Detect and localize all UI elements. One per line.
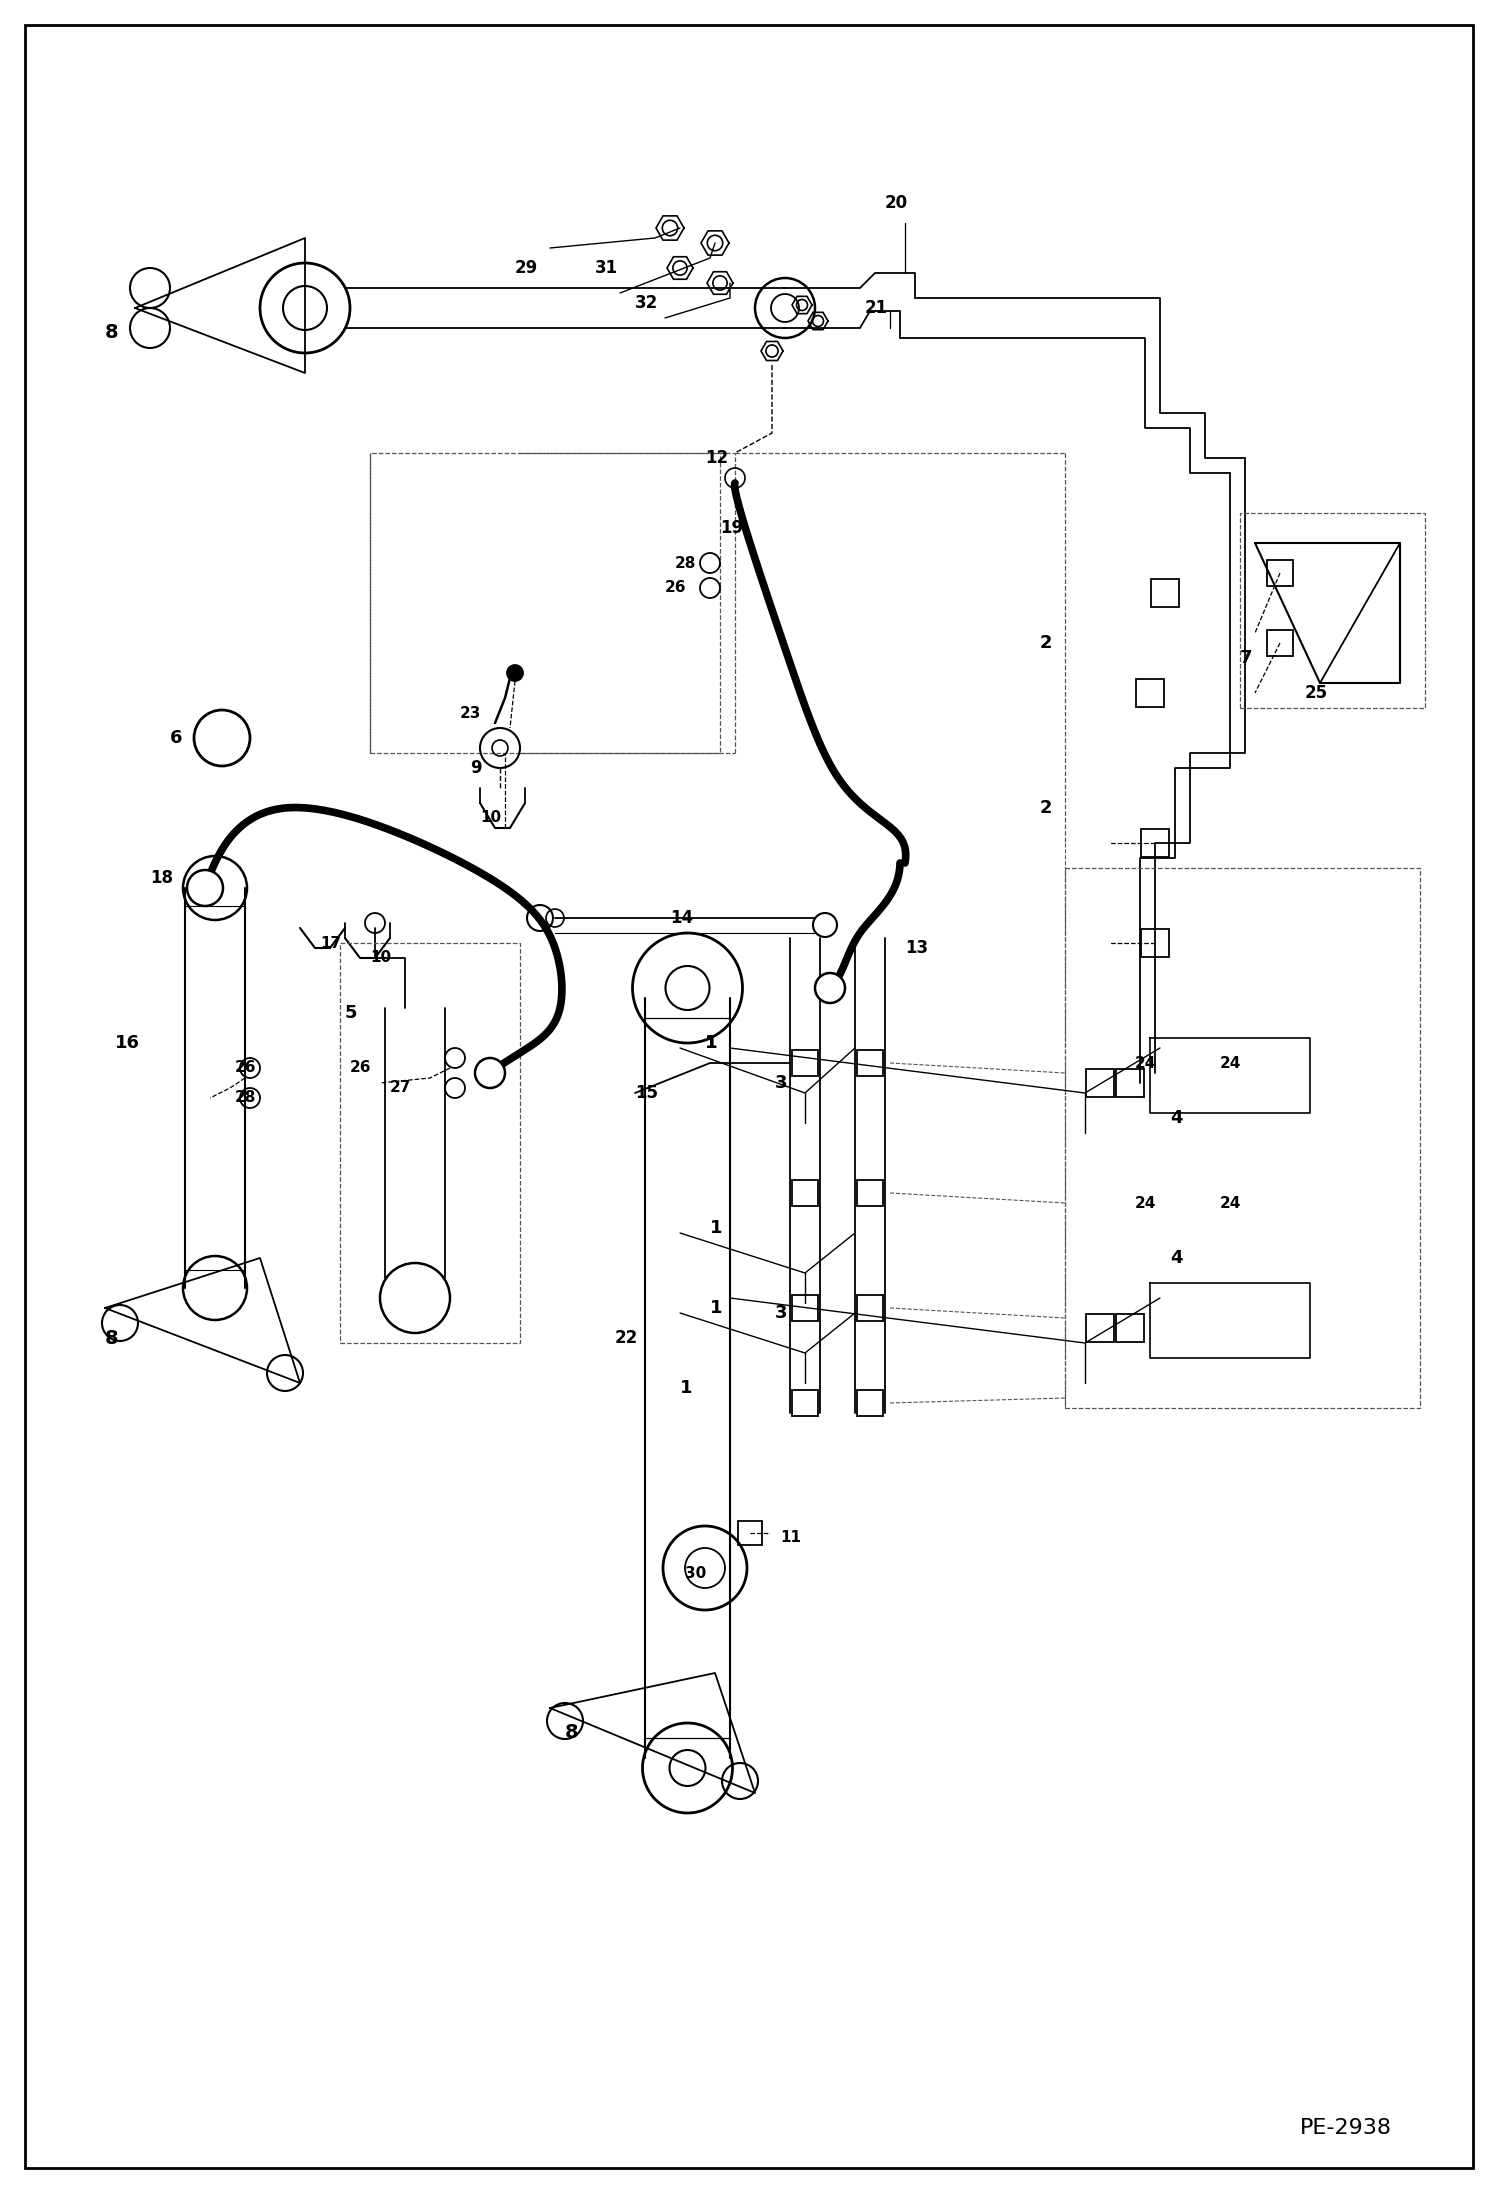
Text: 13: 13	[905, 939, 929, 956]
Circle shape	[187, 871, 223, 906]
Text: 6: 6	[169, 728, 183, 748]
Text: 31: 31	[595, 259, 619, 276]
Text: 1: 1	[680, 1379, 692, 1397]
Bar	[1065, 868, 1420, 1408]
Bar	[1086, 1314, 1115, 1342]
Bar	[1141, 930, 1168, 956]
Text: 16: 16	[115, 1035, 139, 1053]
Bar	[792, 1180, 818, 1206]
Circle shape	[506, 664, 523, 682]
Text: 28: 28	[235, 1090, 256, 1105]
Text: 3: 3	[774, 1075, 788, 1092]
Text: 24: 24	[1135, 1195, 1156, 1211]
Text: 10: 10	[479, 811, 502, 825]
Bar	[1086, 1068, 1115, 1096]
Text: 1: 1	[706, 1035, 718, 1053]
Text: 20: 20	[885, 193, 908, 213]
Text: 25: 25	[1305, 684, 1329, 702]
Text: 17: 17	[321, 936, 342, 950]
Text: 19: 19	[721, 520, 743, 537]
Text: 29: 29	[515, 259, 538, 276]
Text: 4: 4	[1170, 1110, 1182, 1127]
Bar	[857, 1050, 882, 1077]
Bar	[857, 1180, 882, 1206]
Bar	[1141, 829, 1168, 857]
Text: 1: 1	[710, 1298, 722, 1318]
Text: 3: 3	[774, 1305, 788, 1322]
Bar	[739, 1522, 762, 1546]
Text: 2: 2	[1040, 634, 1053, 651]
Circle shape	[527, 906, 553, 932]
Text: 21: 21	[864, 298, 888, 318]
Text: 24: 24	[1219, 1055, 1242, 1070]
Text: 1: 1	[710, 1219, 722, 1237]
Bar	[1116, 1314, 1144, 1342]
Bar	[1135, 680, 1164, 706]
Bar	[857, 1296, 882, 1320]
Bar	[792, 1296, 818, 1320]
Text: 26: 26	[351, 1061, 372, 1075]
Text: 22: 22	[616, 1329, 638, 1347]
Text: 10: 10	[370, 950, 391, 965]
Text: 24: 24	[1135, 1055, 1156, 1070]
Bar	[1267, 559, 1293, 586]
Text: PE-2938: PE-2938	[1300, 2118, 1392, 2138]
Text: 8: 8	[105, 1329, 118, 1347]
Bar	[1116, 1068, 1144, 1096]
Text: 4: 4	[1170, 1250, 1182, 1268]
Bar	[857, 1390, 882, 1417]
Text: 9: 9	[470, 759, 482, 776]
Circle shape	[815, 974, 845, 1002]
Bar	[370, 454, 721, 752]
Text: 18: 18	[150, 868, 172, 886]
Bar	[792, 1050, 818, 1077]
Text: 14: 14	[670, 910, 694, 928]
Bar	[1267, 629, 1293, 656]
Bar	[340, 943, 520, 1342]
Text: 12: 12	[706, 450, 728, 467]
Text: 1: 1	[706, 1035, 718, 1053]
Circle shape	[475, 1057, 505, 1088]
Text: 2: 2	[1040, 798, 1053, 818]
Bar	[792, 1390, 818, 1417]
Text: 30: 30	[685, 1566, 706, 1581]
Text: 8: 8	[105, 325, 118, 342]
Text: 28: 28	[676, 555, 697, 570]
Text: 32: 32	[635, 294, 658, 311]
Circle shape	[813, 912, 837, 936]
Bar	[1150, 579, 1179, 607]
Text: 15: 15	[635, 1083, 658, 1103]
Text: 8: 8	[565, 1724, 578, 1743]
Text: 5: 5	[345, 1004, 358, 1022]
Text: 26: 26	[235, 1061, 256, 1075]
Text: 23: 23	[460, 706, 481, 721]
Text: 11: 11	[780, 1531, 801, 1546]
Bar	[1240, 513, 1425, 708]
Text: 26: 26	[665, 581, 686, 596]
Text: 27: 27	[389, 1081, 412, 1096]
Text: 7: 7	[1240, 649, 1252, 667]
Text: 24: 24	[1219, 1195, 1242, 1211]
